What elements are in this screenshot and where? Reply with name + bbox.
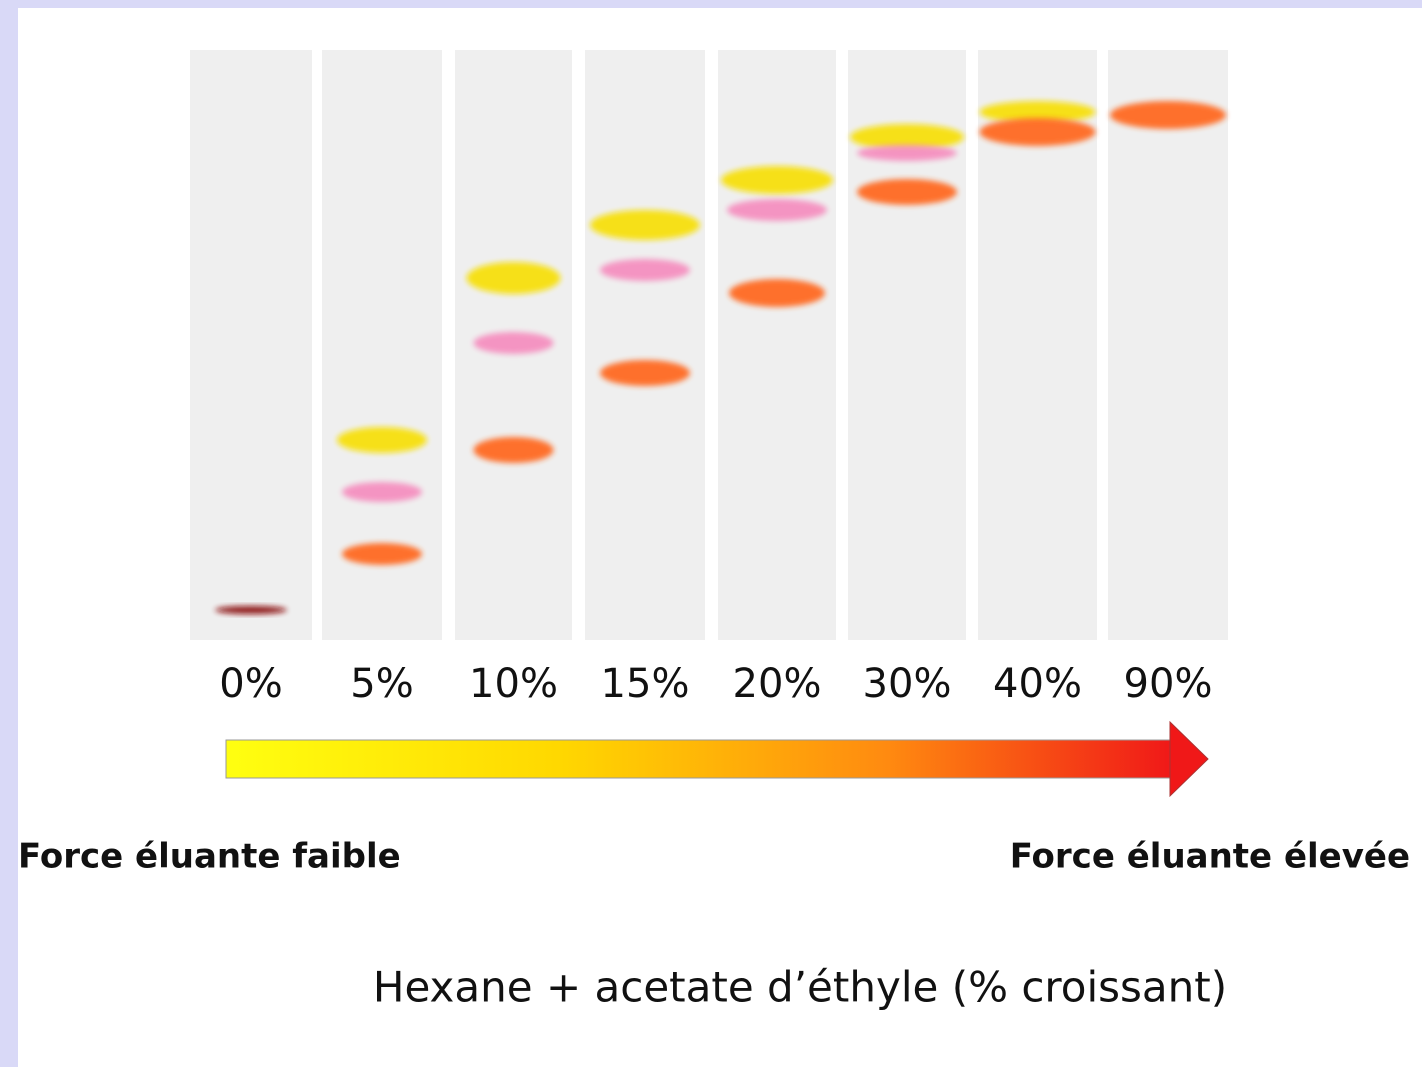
lane-label: 15% <box>601 661 690 707</box>
spot <box>850 124 964 150</box>
spot <box>600 360 690 386</box>
caption: Hexane + acetate d’éthyle (% croissant) <box>373 963 1227 1012</box>
spot <box>466 262 561 294</box>
spot <box>729 279 825 307</box>
spot <box>342 482 422 502</box>
lane <box>585 50 705 640</box>
spot <box>215 606 287 614</box>
spot <box>857 145 957 161</box>
spot <box>473 437 554 463</box>
lane-label: 5% <box>350 661 413 707</box>
left-label: Force éluante faible <box>18 837 401 877</box>
spot <box>342 543 422 565</box>
spot <box>337 427 427 453</box>
spot <box>979 118 1096 146</box>
spot <box>721 166 833 194</box>
lane-label: 10% <box>469 661 558 707</box>
lane-label: 40% <box>993 661 1082 707</box>
gradient-arrow <box>225 720 1209 798</box>
spot <box>473 332 554 354</box>
spot <box>590 210 700 240</box>
lane <box>322 50 442 640</box>
lane-label: 20% <box>733 661 822 707</box>
tlc-plate <box>190 50 1228 640</box>
spot <box>979 101 1096 123</box>
spot <box>1110 101 1226 129</box>
lane-label: 30% <box>863 661 952 707</box>
lane <box>1108 50 1228 640</box>
spot <box>727 199 827 221</box>
spot <box>857 179 957 205</box>
lane <box>190 50 312 640</box>
right-label: Force éluante élevée <box>1010 837 1410 877</box>
spot <box>600 259 690 281</box>
lane <box>978 50 1097 640</box>
lane-label: 90% <box>1124 661 1213 707</box>
lane-label: 0% <box>219 661 282 707</box>
lane <box>718 50 836 640</box>
